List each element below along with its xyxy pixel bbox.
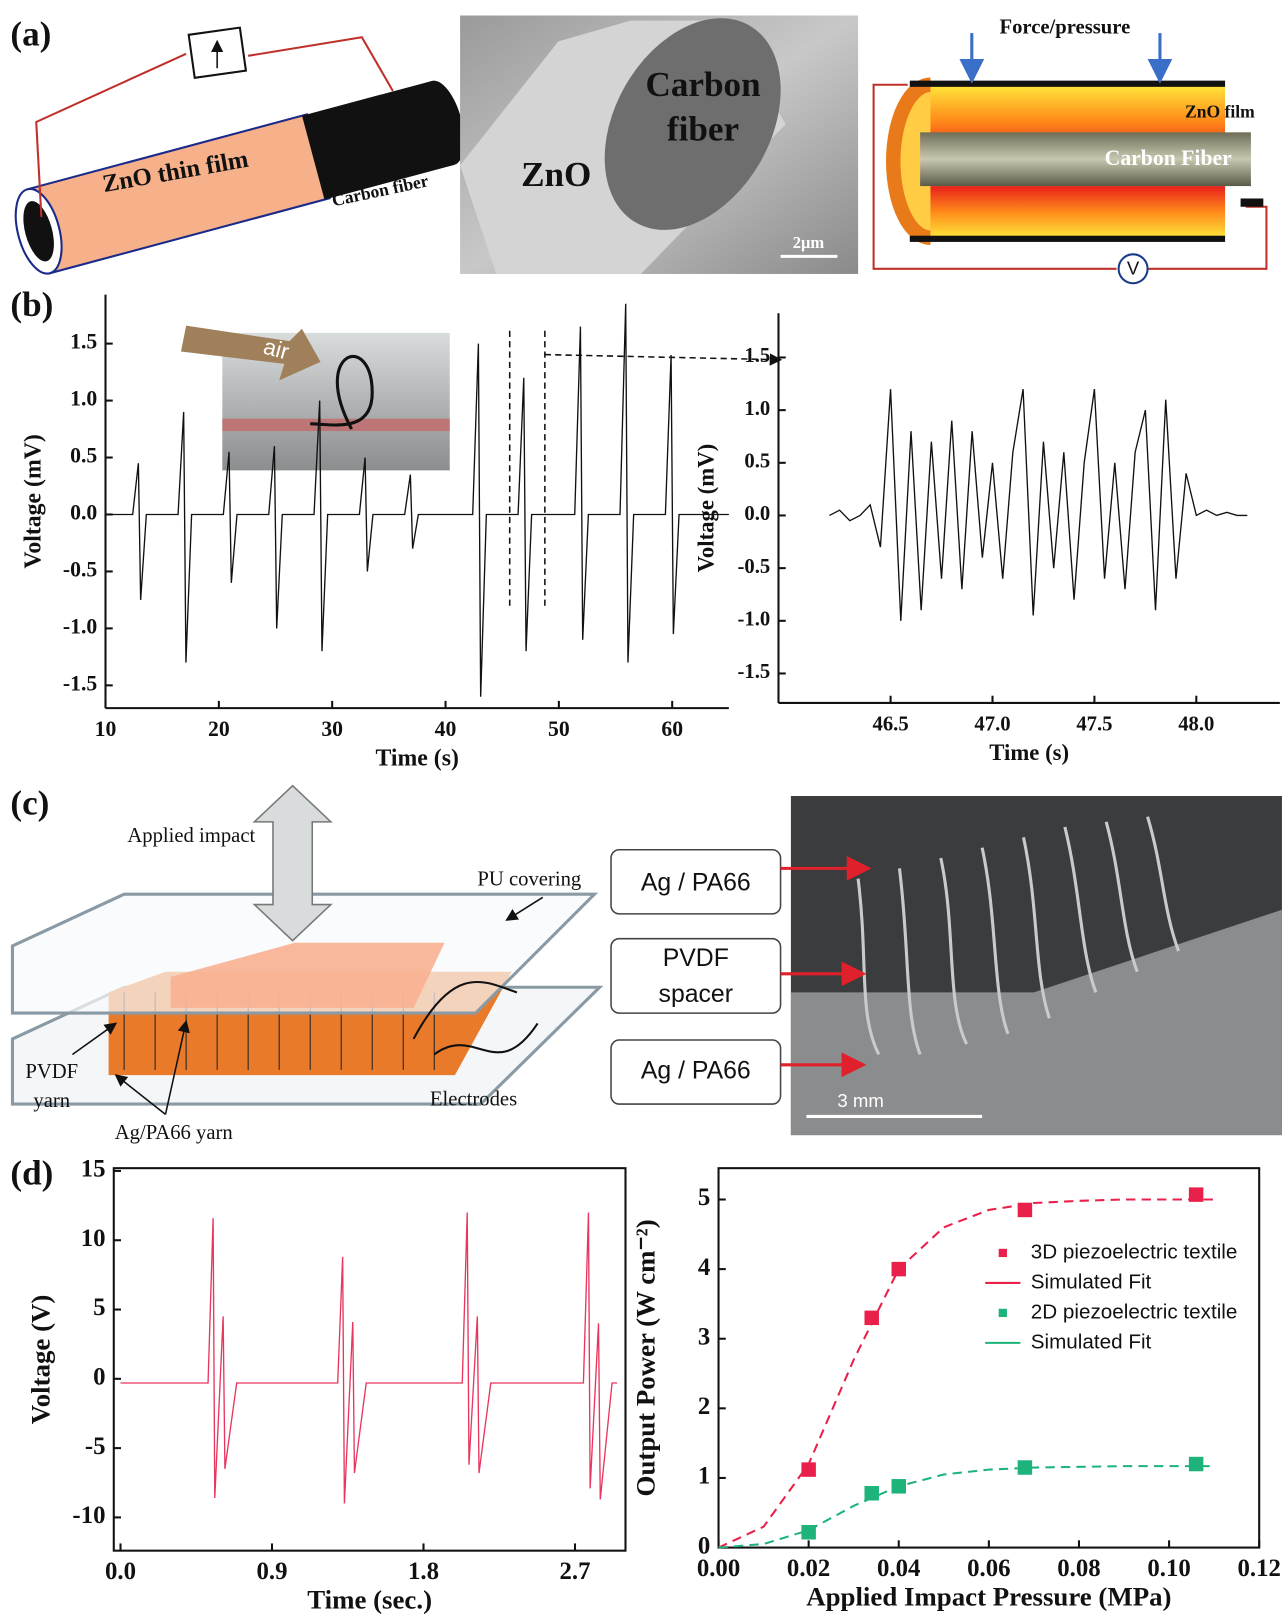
- legend-label: 3D piezoelectric textile: [1031, 1240, 1238, 1263]
- y-tick-label: -10: [72, 1502, 105, 1529]
- y-axis-title: Voltage (V): [26, 1295, 56, 1425]
- y-tick-label: 1.5: [70, 330, 97, 354]
- legend-label: Simulated Fit: [1031, 1330, 1152, 1353]
- label: PVDF: [25, 1061, 78, 1083]
- x-tick-label: 46.5: [873, 713, 909, 735]
- x-tick-label: 10: [95, 717, 117, 741]
- y-tick-label: -1.5: [63, 671, 97, 695]
- panel-label: (d): [10, 1154, 53, 1193]
- y-tick-label: 3: [698, 1323, 710, 1350]
- panel-label: (c): [10, 783, 49, 822]
- y-tick-label: -1.5: [738, 661, 771, 683]
- label: 3 mm: [837, 1090, 883, 1111]
- y-tick-label: 5: [93, 1294, 105, 1321]
- y-tick-label: 1: [698, 1463, 710, 1490]
- y-tick-label: 0.5: [744, 451, 770, 473]
- x-tick-label: 47.5: [1076, 713, 1112, 735]
- y-tick-label: 4: [698, 1254, 710, 1281]
- label: Ag/PA66 yarn: [115, 1122, 234, 1144]
- legend-marker: [999, 1309, 1007, 1317]
- sem-textile: [791, 796, 1282, 1135]
- trace: [829, 389, 1247, 621]
- y-axis-title: Voltage (mV): [21, 434, 47, 568]
- label: Ag / PA66: [641, 869, 751, 896]
- y-tick-label: 0.0: [744, 503, 770, 525]
- page: { "figure": { "panel_a": "(a)", "panel_b…: [0, 0, 1282, 1622]
- label: ZnO film: [1185, 102, 1255, 122]
- label: spacer: [659, 981, 733, 1008]
- x-tick-label: 30: [321, 717, 343, 741]
- legend-label: 2D piezoelectric textile: [1031, 1300, 1238, 1323]
- y-tick-label: 0.5: [70, 444, 97, 468]
- label: PU covering: [477, 869, 581, 891]
- x-tick-label: 48.0: [1178, 713, 1214, 735]
- y-tick-label: 1.5: [744, 345, 770, 367]
- trace: [120, 1213, 617, 1504]
- label: yarn: [33, 1090, 70, 1112]
- x-tick-label: 0.04: [877, 1555, 920, 1582]
- figure: (a) ZnO thin film Carbon fiber Carbon fi…: [0, 0, 1282, 1622]
- x-tick-label: 50: [548, 717, 570, 741]
- panel-label: (b): [10, 285, 53, 324]
- panel-label: (a): [10, 14, 51, 53]
- label: Carbon: [645, 65, 760, 104]
- y-tick-label: 10: [81, 1225, 106, 1252]
- y-tick-label: 15: [81, 1156, 106, 1183]
- y-axis-title: Voltage (mV): [693, 444, 718, 573]
- label: Electrodes: [430, 1089, 517, 1111]
- x-axis-title: Applied Impact Pressure (MPa): [806, 1581, 1171, 1611]
- x-axis-title: Time (sec.): [307, 1585, 432, 1615]
- x-tick-label: 0.02: [787, 1555, 830, 1582]
- y-tick-label: 1.0: [70, 387, 97, 411]
- x-tick-label: 0.06: [967, 1555, 1010, 1582]
- label: Applied impact: [127, 825, 255, 847]
- x-tick-label: 0.0: [105, 1558, 136, 1585]
- label: PVDF: [663, 945, 729, 972]
- label: Ag / PA66: [641, 1058, 751, 1085]
- y-tick-label: -5: [85, 1433, 106, 1460]
- x-tick-label: 0.9: [257, 1558, 288, 1585]
- photo-inset: [181, 326, 450, 471]
- plot-frame: [719, 1168, 1260, 1547]
- marker: [1189, 1457, 1203, 1471]
- x-tick-label: 20: [208, 717, 230, 741]
- y-tick-label: 2: [698, 1393, 710, 1420]
- label: ZnO: [521, 155, 591, 194]
- x-tick-label: 47.0: [974, 713, 1010, 735]
- x-axis-title: Time (s): [989, 740, 1069, 765]
- x-tick-label: 2.7: [559, 1558, 590, 1585]
- label: Carbon Fiber: [1105, 146, 1232, 170]
- label: Force/pressure: [999, 17, 1130, 39]
- y-tick-label: -1.0: [63, 614, 97, 638]
- x-tick-label: 0.10: [1147, 1555, 1190, 1582]
- y-tick-label: 0: [93, 1364, 105, 1391]
- x-tick-label: 1.8: [408, 1558, 439, 1585]
- y-tick-label: 0.0: [70, 500, 97, 524]
- y-tick-label: -1.0: [738, 609, 771, 631]
- label: 2μm: [793, 233, 825, 252]
- plot-frame: [114, 1168, 626, 1550]
- x-tick-label: 0.08: [1057, 1555, 1100, 1582]
- x-tick-label: 40: [435, 717, 457, 741]
- x-tick-label: 0.00: [697, 1555, 740, 1582]
- fit-line: [719, 1466, 1215, 1547]
- x-tick-label: 60: [661, 717, 683, 741]
- y-tick-label: -0.5: [738, 556, 771, 578]
- y-tick-label: -0.5: [63, 557, 97, 581]
- label: V: [1127, 258, 1140, 279]
- legend-label: Simulated Fit: [1031, 1270, 1152, 1293]
- y-tick-label: 5: [698, 1184, 710, 1211]
- x-axis-title: Time (s): [375, 745, 458, 771]
- y-axis-title: Output Power (W cm⁻²): [630, 1219, 660, 1496]
- textile-diagram: [12, 786, 599, 1115]
- legend-marker: [999, 1249, 1007, 1257]
- y-tick-label: 1.0: [744, 398, 770, 420]
- label: fiber: [667, 109, 739, 148]
- x-tick-label: 0.12: [1237, 1555, 1280, 1582]
